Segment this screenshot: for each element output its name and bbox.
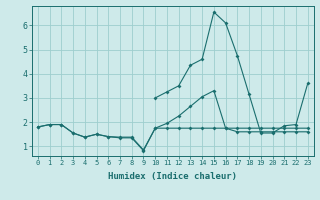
X-axis label: Humidex (Indice chaleur): Humidex (Indice chaleur) (108, 172, 237, 181)
